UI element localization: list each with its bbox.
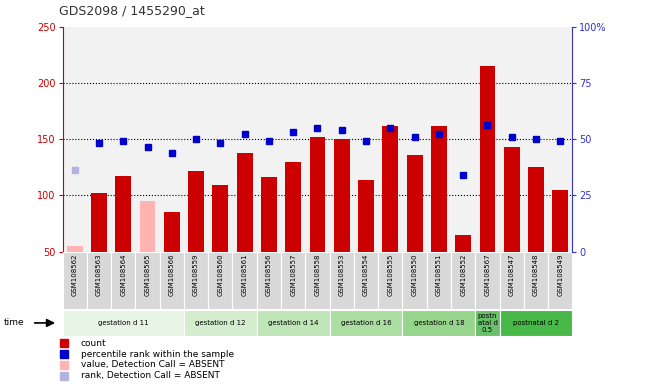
Text: GSM108566: GSM108566	[169, 253, 175, 296]
Text: GSM108548: GSM108548	[533, 253, 539, 296]
Text: GSM108555: GSM108555	[388, 253, 393, 296]
Bar	[403, 310, 475, 336]
Bar	[427, 252, 451, 309]
Text: GSM108550: GSM108550	[412, 253, 418, 296]
Text: GSM108563: GSM108563	[96, 253, 102, 296]
Bar	[257, 252, 281, 309]
Bar	[475, 310, 499, 336]
Bar	[139, 201, 155, 252]
Bar	[261, 177, 277, 252]
Text: GSM108562: GSM108562	[72, 253, 78, 296]
Bar	[451, 252, 475, 309]
Text: GSM108564: GSM108564	[120, 253, 126, 296]
Text: gestation d 16: gestation d 16	[341, 320, 392, 326]
Text: GSM108552: GSM108552	[460, 253, 466, 296]
Bar	[378, 252, 403, 309]
Bar	[403, 252, 427, 309]
Bar	[407, 155, 422, 252]
Text: GSM108561: GSM108561	[241, 253, 247, 296]
Bar	[63, 252, 87, 309]
Bar	[358, 180, 374, 252]
Bar	[499, 252, 524, 309]
Text: GSM108557: GSM108557	[290, 253, 296, 296]
Bar	[528, 167, 544, 252]
Text: GSM108554: GSM108554	[363, 253, 369, 296]
Text: value, Detection Call = ABSENT: value, Detection Call = ABSENT	[81, 361, 224, 369]
Bar	[208, 252, 232, 309]
Bar	[286, 162, 301, 252]
Bar	[305, 252, 330, 309]
Text: GSM108547: GSM108547	[509, 253, 515, 296]
Bar	[188, 170, 204, 252]
Bar	[524, 252, 548, 309]
Text: GSM108565: GSM108565	[145, 253, 151, 296]
Bar	[281, 252, 305, 309]
Bar	[330, 252, 354, 309]
Text: GSM108558: GSM108558	[315, 253, 320, 296]
Bar	[111, 252, 136, 309]
Text: gestation d 14: gestation d 14	[268, 320, 318, 326]
Bar	[184, 310, 257, 336]
Text: GSM108559: GSM108559	[193, 253, 199, 296]
Text: gestation d 18: gestation d 18	[414, 320, 464, 326]
Bar	[334, 139, 349, 252]
Bar	[237, 153, 253, 252]
Bar	[382, 126, 398, 252]
Bar	[184, 252, 208, 309]
Bar	[115, 176, 131, 252]
Bar	[164, 212, 180, 252]
Bar	[504, 147, 520, 252]
Bar	[480, 66, 495, 252]
Bar	[66, 246, 82, 252]
Bar	[499, 310, 572, 336]
Text: postnatal d 2: postnatal d 2	[513, 320, 559, 326]
Text: GSM108549: GSM108549	[557, 253, 563, 296]
Text: GDS2098 / 1455290_at: GDS2098 / 1455290_at	[59, 4, 205, 17]
Text: GSM108556: GSM108556	[266, 253, 272, 296]
Bar	[232, 252, 257, 309]
Bar	[475, 252, 499, 309]
Bar	[548, 252, 572, 309]
Bar	[455, 235, 471, 252]
Text: GSM108553: GSM108553	[339, 253, 345, 296]
Text: gestation d 11: gestation d 11	[98, 320, 149, 326]
Bar	[63, 310, 184, 336]
Bar	[213, 185, 228, 252]
Bar	[91, 193, 107, 252]
Bar	[310, 137, 325, 252]
Bar	[553, 190, 569, 252]
Text: count: count	[81, 339, 107, 348]
Text: time: time	[3, 318, 24, 328]
Text: rank, Detection Call = ABSENT: rank, Detection Call = ABSENT	[81, 371, 220, 381]
Bar	[160, 252, 184, 309]
Text: postn
atal d
0.5: postn atal d 0.5	[478, 313, 497, 333]
Bar	[136, 252, 160, 309]
Bar	[257, 310, 330, 336]
Text: GSM108551: GSM108551	[436, 253, 442, 296]
Bar	[330, 310, 403, 336]
Bar	[87, 252, 111, 309]
Text: GSM108560: GSM108560	[217, 253, 223, 296]
Text: GSM108567: GSM108567	[484, 253, 490, 296]
Text: percentile rank within the sample: percentile rank within the sample	[81, 349, 234, 359]
Bar	[354, 252, 378, 309]
Bar	[431, 126, 447, 252]
Text: gestation d 12: gestation d 12	[195, 320, 245, 326]
